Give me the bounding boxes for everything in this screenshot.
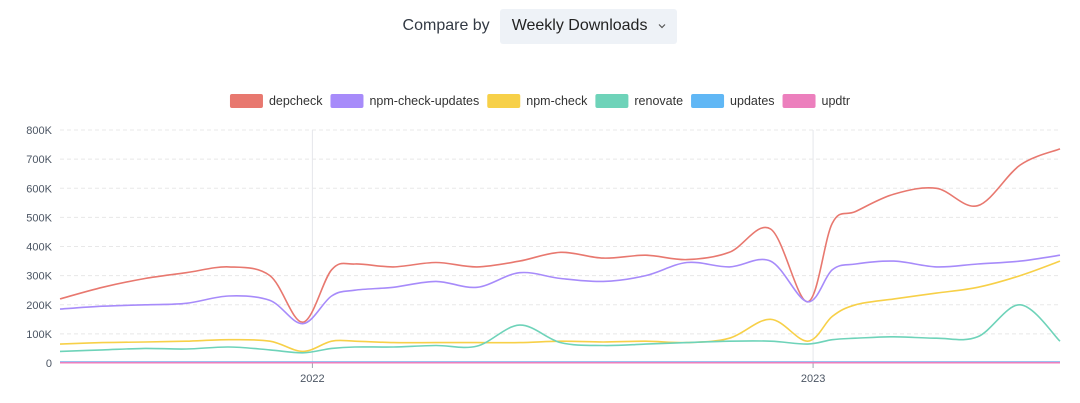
- chart-legend: depcheck npm-check-updates npm-check renova…: [229, 94, 851, 108]
- legend-label: updtr: [822, 94, 851, 108]
- y-tick-label: 100K: [26, 329, 52, 341]
- compare-label: Compare by: [402, 17, 490, 34]
- legend-swatch: [330, 94, 364, 108]
- chevron-down-icon: [659, 24, 666, 29]
- y-tick-label: 600K: [26, 183, 52, 195]
- y-tick-label: 400K: [26, 242, 52, 254]
- legend-swatch: [782, 94, 816, 108]
- legend-item-updtr[interactable]: updtr: [782, 94, 851, 108]
- y-tick-label: 500K: [26, 212, 52, 224]
- series-line-renovate: [59, 303, 1061, 354]
- legend-label: updates: [730, 94, 774, 108]
- legend-label: renovate: [634, 94, 683, 108]
- legend-label: npm-check: [526, 94, 588, 108]
- legend-item-npm-check-updates[interactable]: npm-check-updates: [330, 94, 479, 108]
- y-axis: 0 100K 200K 300K 400K 500K 600K 700K 800K: [26, 125, 52, 370]
- x-tick-label: 2022: [300, 373, 324, 385]
- x-tick-label: 2023: [801, 373, 825, 385]
- legend-item-depcheck[interactable]: depcheck: [229, 94, 323, 108]
- y-tick-label: 200K: [26, 300, 52, 312]
- compare-bar: Compare by Weekly Downloads: [0, 8, 1080, 44]
- legend-swatch: [691, 94, 725, 108]
- y-tick-label: 0: [46, 358, 52, 370]
- downloads-line-chart: depcheck npm-check-updates npm-check renova…: [26, 94, 1061, 385]
- y-tick-label: 800K: [26, 125, 52, 137]
- compare-select[interactable]: Weekly Downloads: [499, 8, 678, 44]
- legend-label: depcheck: [269, 94, 323, 108]
- legend-swatch: [229, 94, 263, 108]
- chart-series: [59, 148, 1061, 364]
- series-line-depcheck: [59, 148, 1061, 323]
- x-axis: 2022 2023: [300, 363, 825, 385]
- legend-swatch: [487, 94, 521, 108]
- y-tick-label: 700K: [26, 154, 52, 166]
- legend-item-renovate[interactable]: renovate: [595, 94, 683, 108]
- chart-grid: [60, 129, 1060, 364]
- legend-swatch: [595, 94, 629, 108]
- series-line-npm-check-updates: [59, 254, 1061, 325]
- legend-item-npm-check[interactable]: npm-check: [487, 94, 588, 108]
- legend-label: npm-check-updates: [369, 94, 479, 108]
- compare-select-value: Weekly Downloads: [511, 17, 648, 34]
- series-line-npm-check: [59, 260, 1061, 353]
- y-tick-label: 300K: [26, 271, 52, 283]
- legend-item-updates[interactable]: updates: [691, 94, 775, 108]
